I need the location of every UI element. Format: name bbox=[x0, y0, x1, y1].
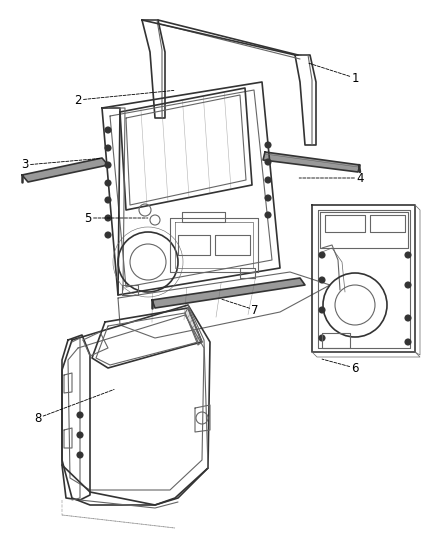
Text: 5: 5 bbox=[84, 212, 92, 224]
Text: 1: 1 bbox=[351, 71, 359, 85]
Circle shape bbox=[77, 452, 83, 458]
Circle shape bbox=[265, 159, 271, 165]
Circle shape bbox=[405, 339, 411, 345]
Circle shape bbox=[319, 277, 325, 283]
Text: 3: 3 bbox=[21, 158, 28, 172]
Circle shape bbox=[105, 162, 111, 168]
Text: 4: 4 bbox=[356, 172, 364, 184]
Circle shape bbox=[319, 307, 325, 313]
Circle shape bbox=[105, 232, 111, 238]
Text: 7: 7 bbox=[251, 303, 259, 317]
Polygon shape bbox=[185, 308, 202, 345]
Circle shape bbox=[319, 335, 325, 341]
Circle shape bbox=[405, 252, 411, 258]
Polygon shape bbox=[152, 278, 305, 308]
Circle shape bbox=[265, 212, 271, 218]
Circle shape bbox=[265, 142, 271, 148]
Circle shape bbox=[77, 412, 83, 418]
Polygon shape bbox=[22, 158, 108, 182]
Circle shape bbox=[105, 127, 111, 133]
Circle shape bbox=[105, 180, 111, 186]
Text: 2: 2 bbox=[74, 93, 82, 107]
Text: 8: 8 bbox=[34, 411, 42, 424]
Circle shape bbox=[405, 315, 411, 321]
Polygon shape bbox=[263, 152, 360, 172]
Circle shape bbox=[77, 432, 83, 438]
Circle shape bbox=[405, 282, 411, 288]
Circle shape bbox=[319, 252, 325, 258]
Circle shape bbox=[265, 177, 271, 183]
Circle shape bbox=[265, 195, 271, 201]
Text: 6: 6 bbox=[351, 361, 359, 375]
Circle shape bbox=[105, 197, 111, 203]
Circle shape bbox=[105, 145, 111, 151]
Circle shape bbox=[105, 215, 111, 221]
